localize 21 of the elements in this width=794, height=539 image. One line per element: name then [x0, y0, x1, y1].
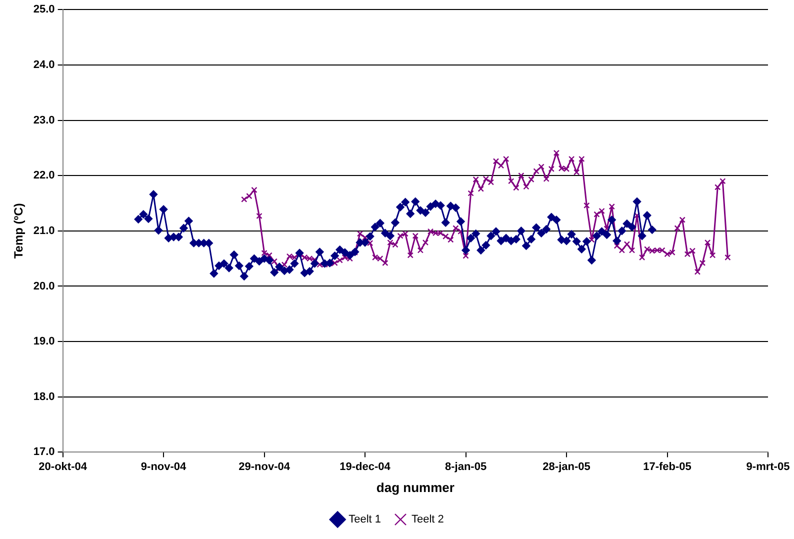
x-tick-label: 28-jan-05 [542, 460, 590, 473]
y-tick-label: 21.0 [33, 224, 55, 237]
y-tick-label: 20.0 [33, 280, 55, 292]
x-tick-label: 9-mrt-05 [746, 460, 790, 473]
y-tick-label: 24.0 [33, 58, 55, 71]
legend-label: Teelt 1 [348, 514, 382, 526]
y-tick-label: 25.0 [33, 4, 55, 16]
y-tick-label: 19.0 [33, 336, 55, 348]
x-tick-label: 19-dec-04 [340, 460, 392, 473]
y-tick-label: 22.0 [33, 170, 55, 182]
y-tick-label: 17.0 [33, 446, 55, 458]
y-axis-title: Temp (ºC) [12, 203, 26, 259]
x-tick-label: 29-nov-04 [238, 460, 291, 473]
x-tick-label: 20-okt-04 [38, 460, 88, 473]
x-tick-label: 17-feb-05 [643, 460, 692, 473]
y-tick-label: 23.0 [33, 114, 55, 126]
y-tick-label: 18.0 [33, 390, 55, 403]
x-tick-label: 8-jan-05 [444, 460, 487, 473]
legend-label: Teelt 2 [412, 514, 444, 526]
x-axis-title: dag nummer [376, 480, 454, 495]
x-tick-label: 9-nov-04 [140, 460, 188, 473]
